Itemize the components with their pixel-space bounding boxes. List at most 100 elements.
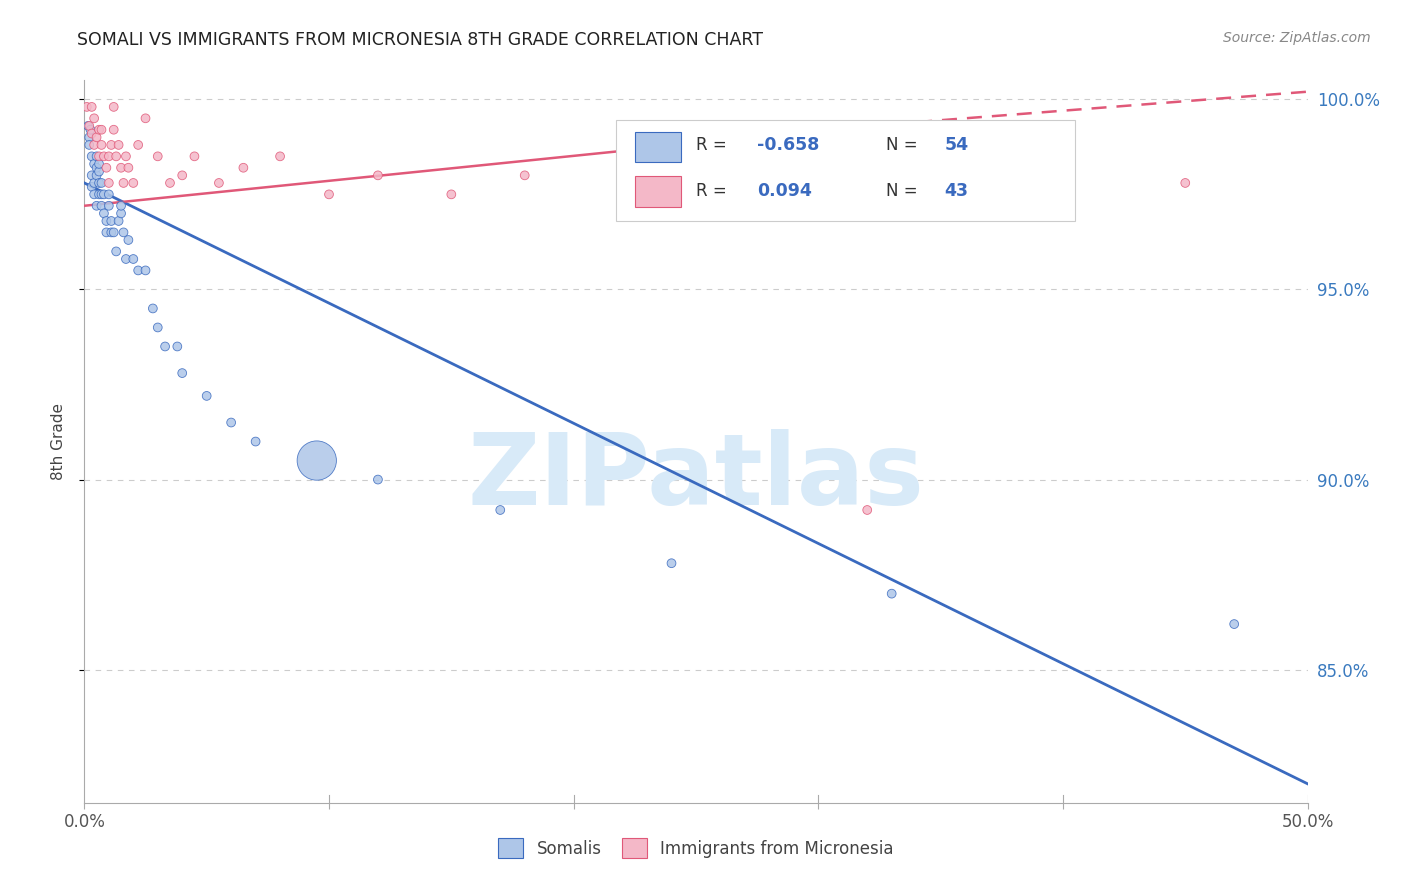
Point [110, 199, 132, 213]
Point [318, 187, 340, 202]
Point [734, 161, 756, 175]
Point [183, 149, 205, 163]
Point [122, 252, 145, 266]
Point [86, 169, 108, 183]
Point [219, 416, 242, 430]
Point [90, 187, 112, 202]
Point [172, 169, 194, 183]
Point [87, 122, 110, 136]
Point [93, 187, 115, 202]
FancyBboxPatch shape [616, 120, 1076, 221]
Point [146, 320, 169, 334]
Point [172, 366, 194, 380]
Point [77, 137, 100, 152]
Point [159, 176, 181, 190]
Point [115, 149, 138, 163]
Point [127, 137, 149, 152]
Point [105, 149, 128, 163]
Point [110, 206, 132, 220]
Point [612, 176, 634, 190]
Point [856, 503, 879, 517]
Point [100, 226, 122, 240]
Point [79, 122, 101, 136]
Text: SOMALI VS IMMIGRANTS FROM MICRONESIA 8TH GRADE CORRELATION CHART: SOMALI VS IMMIGRANTS FROM MICRONESIA 8TH… [77, 31, 763, 49]
Text: ZIPatlas: ZIPatlas [468, 429, 924, 526]
Point [87, 149, 110, 163]
Point [96, 214, 118, 228]
Point [367, 473, 389, 487]
Point [1002, 187, 1025, 202]
Point [80, 127, 103, 141]
Point [245, 434, 267, 449]
Point [112, 176, 135, 190]
Point [90, 176, 112, 190]
Point [103, 226, 125, 240]
Point [1174, 176, 1197, 190]
FancyBboxPatch shape [636, 132, 682, 162]
Point [112, 226, 135, 240]
Point [232, 161, 254, 175]
Point [97, 199, 120, 213]
Point [83, 187, 105, 202]
Point [83, 137, 105, 152]
Point [80, 149, 103, 163]
Point [880, 587, 903, 601]
Point [83, 176, 105, 190]
Point [103, 100, 125, 114]
Point [153, 339, 176, 353]
FancyBboxPatch shape [636, 177, 682, 207]
Point [80, 100, 103, 114]
Text: 0.094: 0.094 [758, 182, 813, 200]
Text: 54: 54 [945, 136, 969, 154]
Text: Source: ZipAtlas.com: Source: ZipAtlas.com [1223, 31, 1371, 45]
Text: 43: 43 [945, 182, 969, 200]
Point [117, 161, 139, 175]
Point [135, 263, 157, 277]
Point [127, 263, 149, 277]
Point [97, 176, 120, 190]
Point [83, 112, 105, 126]
Point [76, 100, 98, 114]
Point [146, 149, 169, 163]
Point [142, 301, 165, 316]
Point [110, 161, 132, 175]
Point [77, 130, 100, 145]
Point [489, 503, 512, 517]
Point [80, 169, 103, 183]
Point [513, 169, 536, 183]
Point [87, 187, 110, 202]
Point [90, 199, 112, 213]
Point [166, 339, 188, 353]
Point [83, 157, 105, 171]
Text: -0.658: -0.658 [758, 136, 820, 154]
Text: N =: N = [886, 136, 922, 154]
Point [77, 119, 100, 133]
Point [87, 157, 110, 171]
Point [105, 244, 128, 259]
Point [107, 214, 129, 228]
Point [367, 169, 389, 183]
Point [86, 199, 108, 213]
Point [100, 137, 122, 152]
Point [107, 137, 129, 152]
Point [1223, 617, 1246, 632]
Point [96, 161, 118, 175]
Y-axis label: 8th Grade: 8th Grade [51, 403, 66, 480]
Point [195, 389, 218, 403]
Point [115, 252, 138, 266]
Point [135, 112, 157, 126]
Point [269, 149, 291, 163]
Point [103, 122, 125, 136]
Point [86, 149, 108, 163]
Legend: Somalis, Immigrants from Micronesia: Somalis, Immigrants from Micronesia [491, 830, 901, 867]
Point [90, 137, 112, 152]
Point [117, 233, 139, 247]
Point [440, 187, 463, 202]
Text: N =: N = [886, 182, 922, 200]
Point [90, 122, 112, 136]
Point [87, 176, 110, 190]
Point [305, 453, 328, 467]
Point [86, 130, 108, 145]
Point [97, 149, 120, 163]
Point [122, 176, 145, 190]
